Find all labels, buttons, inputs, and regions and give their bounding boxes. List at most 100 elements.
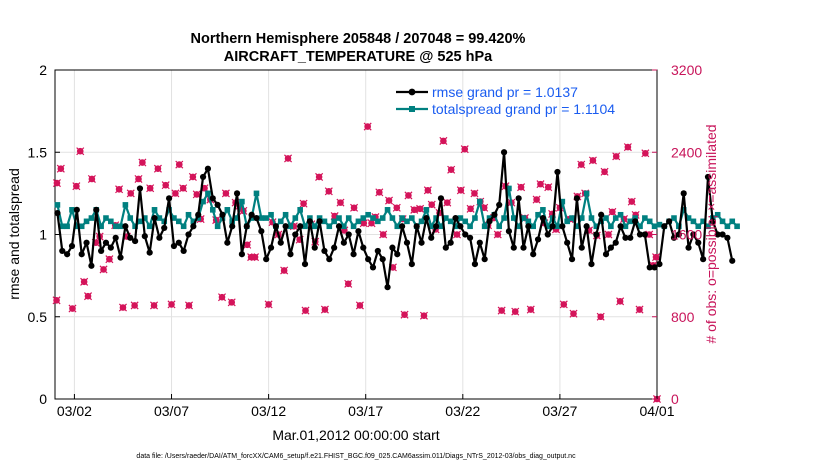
obs-count-point <box>320 305 329 314</box>
totalspread-point <box>151 207 158 213</box>
obs-count-point <box>569 309 578 318</box>
obs-count-point <box>466 204 475 213</box>
obs-assimilated-marker <box>146 184 155 193</box>
totalspread-point <box>166 207 172 213</box>
totalspread-point <box>695 223 702 230</box>
totalspread-point <box>680 207 687 213</box>
rmse-point <box>122 223 129 230</box>
obs-count-point <box>652 253 661 262</box>
obs-assimilated-marker <box>416 204 425 213</box>
rmse-point <box>433 223 440 230</box>
rmse-point <box>646 264 653 271</box>
obs-count-point <box>336 198 345 207</box>
legend: rmse grand pr = 1.0137 totalspread grand… <box>396 84 615 117</box>
rmse-point <box>554 168 561 176</box>
obs-count-point <box>167 300 176 309</box>
chart-title-line2: AIRCRAFT_TEMPERATURE @ 525 hPa <box>224 49 493 65</box>
obs-count-point <box>146 184 155 193</box>
obs-assimilated-marker <box>470 189 479 198</box>
obs-count-point <box>68 304 77 313</box>
totalspread-point <box>142 215 148 221</box>
obs-assimilated-marker <box>635 305 644 314</box>
obs-assimilated-marker <box>608 207 617 216</box>
totalspread-point <box>443 215 449 221</box>
obs-assimilated-marker <box>400 310 409 319</box>
rmse-point <box>93 206 100 213</box>
rmse-point <box>534 236 542 243</box>
rmse-point <box>466 234 474 241</box>
rmse-point <box>272 223 279 230</box>
totalspread-point <box>428 223 435 230</box>
totalspread-point <box>253 190 260 197</box>
totalspread-point <box>326 223 333 230</box>
obs-assimilated-marker <box>188 172 197 181</box>
totalspread-point <box>365 211 371 218</box>
rmse-point <box>253 214 260 222</box>
obs-count-point <box>359 219 368 228</box>
obs-count-point <box>299 199 308 208</box>
obs-count-point <box>138 158 147 167</box>
obs-count-point <box>375 188 384 197</box>
totalspread-point <box>608 223 614 230</box>
legend-spread-marker <box>409 106 415 112</box>
obs-assimilated-marker <box>56 164 65 173</box>
rmse-point <box>112 234 119 241</box>
x-tick-label: 03/07 <box>154 403 189 419</box>
obs-assimilated-marker <box>526 305 535 314</box>
rmse-point <box>661 223 668 230</box>
rmse-point <box>573 195 580 202</box>
rmse-point <box>141 233 148 240</box>
rmse-point <box>54 210 61 217</box>
obs-count-point <box>175 160 184 169</box>
obs-assimilated-marker <box>115 185 124 194</box>
obs-count-point <box>192 190 201 199</box>
rmse-point <box>622 234 629 241</box>
obs-count-point <box>355 301 364 310</box>
totalspread-point <box>612 215 619 221</box>
rmse-point <box>632 218 639 225</box>
totalspread-point <box>277 218 284 225</box>
x-tick-label: 04/01 <box>639 403 674 419</box>
obs-assimilated-marker <box>280 266 289 275</box>
totalspread-point <box>268 211 274 218</box>
data-file-footer: data file: /Users/raeder/DAI/ATM_forcXX/… <box>136 453 576 460</box>
totalspread-point <box>103 215 109 221</box>
rmse-point <box>78 251 85 258</box>
rmse-point <box>365 256 372 263</box>
obs-count-point <box>404 191 413 200</box>
totalspread-point <box>671 215 677 221</box>
rmse-point <box>568 256 576 263</box>
obs-count-point <box>52 179 61 188</box>
obs-count-point <box>171 189 180 198</box>
rmse-point <box>219 211 226 218</box>
totalspread-point <box>384 207 391 213</box>
rmse-point <box>680 190 687 197</box>
obs-assimilated-marker <box>384 196 394 205</box>
y-left-tick-label: 1.5 <box>28 144 48 160</box>
obs-assimilated-marker <box>83 292 93 301</box>
rmse-point <box>418 239 425 246</box>
x-tick-label: 03/27 <box>542 403 577 419</box>
obs-assimilated-marker <box>604 230 613 239</box>
rmse-point <box>243 223 250 230</box>
rmse-point <box>195 211 202 218</box>
y-right-tick-label: 800 <box>671 309 695 325</box>
x-axis-label: Mar.01,2012 00:00:00 start <box>272 427 439 443</box>
rmse-point <box>88 262 95 269</box>
rmse-point <box>277 239 284 246</box>
rmse-point <box>476 239 483 246</box>
rmse-point <box>360 244 367 251</box>
totalspread-point <box>64 223 70 230</box>
y-left-tick-label: 1 <box>39 227 47 243</box>
obs-assimilated-marker <box>320 305 329 314</box>
obs-assimilated-marker <box>623 143 632 152</box>
obs-count-point <box>105 255 114 264</box>
rmse-point <box>233 190 241 197</box>
rmse-point <box>369 264 377 271</box>
totalspread-point <box>195 215 202 221</box>
y-left-tick-label: 0.5 <box>28 309 48 325</box>
totalspread-point <box>175 218 182 225</box>
obs-count-point <box>400 310 409 319</box>
rmse-point <box>306 218 313 225</box>
totalspread-point <box>559 198 566 205</box>
